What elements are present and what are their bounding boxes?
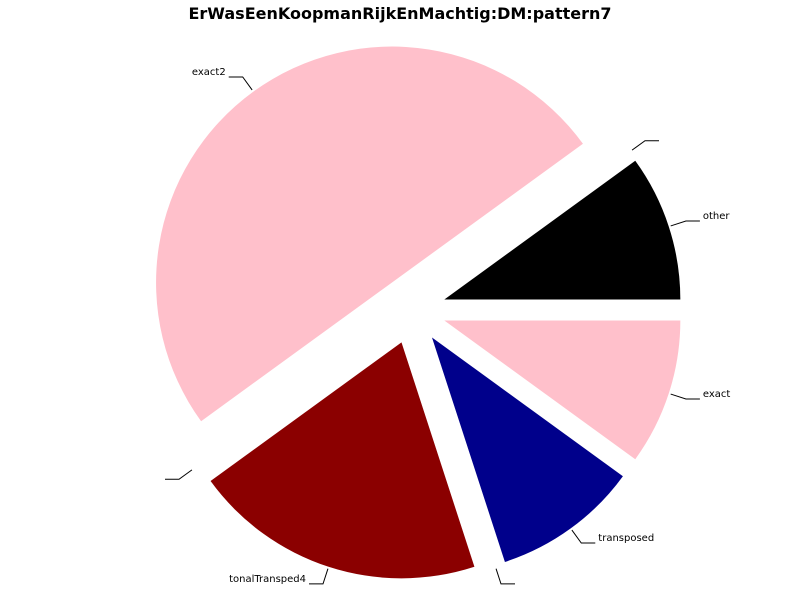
slice-label-tonalTransped4: tonalTransped4 (229, 574, 306, 585)
pie-slice-exact2 (156, 46, 583, 422)
slice-label-transposed: transposed (598, 533, 654, 544)
pie-slice-other (444, 160, 681, 300)
pie-slice-transposed (431, 337, 623, 562)
slice-label-exact2: exact2 (192, 67, 226, 78)
leader-line-tonalTransped4 (309, 568, 329, 585)
pie-slice-exact (444, 320, 681, 460)
leader-line-exact2 (228, 76, 253, 91)
leader-line-exact (670, 393, 700, 400)
pie-slice-tonalTransped4 (210, 342, 475, 579)
slice-label-exact: exact (703, 389, 731, 400)
leader-line-other (670, 220, 700, 227)
leader-line-gap-3 (165, 469, 193, 480)
leader-line-gap-1 (631, 140, 659, 151)
leader-line-gap-5 (495, 568, 515, 585)
leader-line-transposed (571, 529, 596, 544)
slice-label-other: other (703, 211, 731, 222)
chart-title: ErWasEenKoopmanRijkEnMachtig:DM:pattern7 (188, 4, 612, 23)
